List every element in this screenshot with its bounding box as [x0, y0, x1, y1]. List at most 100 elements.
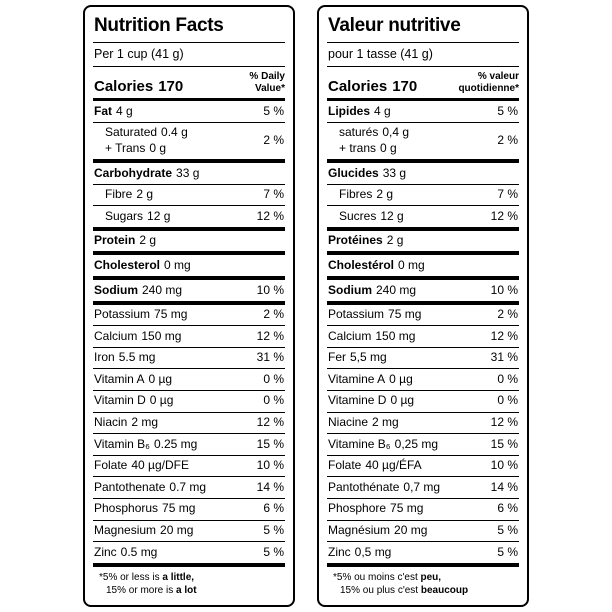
- footnote-text: *5% ou moins c'est: [333, 571, 421, 583]
- nutrient-amount: 0,5 mg: [354, 544, 392, 559]
- nutrient-row: Magnésium 20 mg 5 %: [327, 519, 519, 542]
- footnote-text: 15% or more is: [106, 584, 177, 596]
- daily-value-percent: 12 %: [490, 328, 518, 343]
- nutrient-name: Zinc: [328, 544, 351, 559]
- daily-value-percent: 6 %: [263, 501, 284, 516]
- panel-title: Valeur nutritive: [328, 15, 461, 37]
- nutrient-name: Vitamin D: [94, 393, 146, 408]
- nutrient-name: Vitamin B₆: [94, 436, 150, 451]
- nutrient-cell: Protein 2 g: [94, 233, 156, 249]
- nutrient-name: Sucres: [339, 208, 377, 223]
- nutrient-line: Glucides 33 g: [328, 166, 406, 182]
- daily-value-percent: 6 %: [497, 501, 518, 516]
- nutrient-amount: 5,5 mg: [350, 350, 387, 365]
- nutrient-row: Calcium 150 mg 12 %: [93, 325, 285, 347]
- nutrient-row: Vitamine B₆ 0,25 mg 15 %: [327, 433, 519, 455]
- daily-value-percent: 12 %: [490, 208, 518, 223]
- nutrient-row: Zinc 0.5 mg 5 %: [93, 541, 285, 563]
- nutrient-line: Fat 4 g: [94, 104, 133, 120]
- nutrient-name: Sodium: [94, 282, 138, 297]
- daily-value-percent: 2 %: [497, 307, 518, 322]
- nutrient-name: Saturated: [105, 125, 158, 140]
- nutrient-name: Lipides: [328, 103, 371, 118]
- nutrient-cell: Glucides 33 g: [328, 166, 406, 182]
- nutrient-cell: Iron 5.5 mg: [94, 350, 155, 366]
- nutrient-cell: Potassium 75 mg: [328, 307, 421, 323]
- nutrient-cell: Sucres 12 g: [328, 209, 404, 225]
- nutrient-row: Fat 4 g 5 %: [93, 101, 285, 122]
- label-sheet: Nutrition Facts Per 1 cup (41 g) Calorie…: [83, 5, 529, 607]
- nutrient-line: Niacin 2 mg: [94, 415, 158, 431]
- nutrition-panel-fr: Valeur nutritive pour 1 tasse (41 g) Cal…: [317, 5, 529, 607]
- nutrient-cell: Fibre 2 g: [94, 187, 153, 203]
- nutrient-row: Niacin 2 mg 12 %: [93, 411, 285, 434]
- daily-value-percent: 12 %: [256, 208, 284, 223]
- nutrition-panel-en: Nutrition Facts Per 1 cup (41 g) Calorie…: [83, 5, 295, 607]
- nutrient-name: Zinc: [94, 544, 117, 559]
- nutrient-amount: 0,25 mg: [394, 436, 439, 451]
- daily-value-percent: 2 %: [263, 133, 284, 148]
- nutrient-amount: 0.5 mg: [120, 544, 158, 559]
- nutrient-row: Vitamin B₆ 0.25 mg 15 %: [93, 433, 285, 455]
- nutrient-row: Glucides 33 g: [327, 159, 519, 184]
- daily-value-percent: 7 %: [263, 187, 284, 202]
- nutrient-amount: 75 mg: [162, 501, 196, 516]
- nutrient-line: Potassium 75 mg: [328, 307, 421, 323]
- nutrient-cell: Sodium 240 mg: [94, 283, 182, 299]
- nutrient-amount: 2 g: [386, 233, 404, 248]
- daily-value-percent: 0 %: [497, 371, 518, 386]
- nutrient-amount: 75 mg: [388, 307, 422, 322]
- daily-value-percent: 5 %: [263, 523, 284, 538]
- nutrient-amount: 0 mg: [164, 257, 191, 272]
- nutrient-name: Niacine: [328, 415, 369, 430]
- nutrient-amount: 150 mg: [375, 328, 416, 343]
- serving-size: pour 1 tasse (41 g): [328, 47, 433, 62]
- footnote-emphasis: peu,: [420, 571, 442, 583]
- nutrient-amount: 40 µg/DFE: [131, 458, 189, 473]
- nutrient-name: Magnesium: [94, 523, 157, 538]
- nutrient-cell: Vitamine B₆ 0,25 mg: [328, 437, 438, 453]
- daily-value-header-line: Value*: [254, 82, 285, 94]
- nutrient-cell: Potassium 75 mg: [94, 307, 187, 323]
- nutrient-cell: Fibres 2 g: [328, 187, 393, 203]
- nutrient-row: Fibres 2 g 7 %: [327, 183, 519, 206]
- nutrient-name: Vitamin A: [94, 371, 145, 386]
- nutrient-row: Potassium 75 mg 2 %: [327, 300, 519, 326]
- footnote-emphasis: beaucoup: [420, 584, 469, 596]
- nutrient-cell: Niacine 2 mg: [328, 415, 399, 431]
- nutrient-row: Lipides 4 g 5 %: [327, 101, 519, 122]
- nutrient-amount: 2 mg: [372, 415, 399, 430]
- nutrient-cell: Folate 40 µg/ÉFA: [328, 458, 422, 474]
- nutrient-amount: 0.4 g: [161, 125, 188, 140]
- nutrient-name: Folate: [94, 458, 128, 473]
- nutrient-cell: Lipides 4 g: [328, 104, 391, 120]
- nutrient-cell: Magnesium 20 mg: [94, 523, 193, 539]
- nutrient-row: Niacine 2 mg 12 %: [327, 411, 519, 434]
- nutrient-cell: Magnésium 20 mg: [328, 523, 427, 539]
- nutrient-cell: Sugars 12 g: [94, 209, 170, 225]
- title-divider: [93, 42, 285, 44]
- nutrient-amount: 12 g: [147, 208, 171, 223]
- daily-value-percent: 10 %: [256, 458, 284, 473]
- nutrient-amount: 2 mg: [131, 415, 159, 430]
- footnote-divider: [93, 562, 285, 567]
- footnote-line: *5% ou moins c'est peu,: [333, 571, 519, 584]
- calories-value: 170: [158, 78, 184, 96]
- nutrient-name: Pantothenate: [94, 479, 166, 494]
- daily-value-percent: 0 %: [263, 393, 284, 408]
- nutrient-name: Glucides: [328, 165, 379, 180]
- daily-value-percent: 31 %: [256, 350, 284, 365]
- daily-value-percent: 15 %: [256, 436, 284, 451]
- nutrient-amount: 0 g: [380, 140, 397, 155]
- nutrient-name: + Trans: [105, 140, 146, 155]
- calories-label: Calories: [328, 78, 388, 96]
- nutrient-row: Pantothenate 0.7 mg 14 %: [93, 476, 285, 498]
